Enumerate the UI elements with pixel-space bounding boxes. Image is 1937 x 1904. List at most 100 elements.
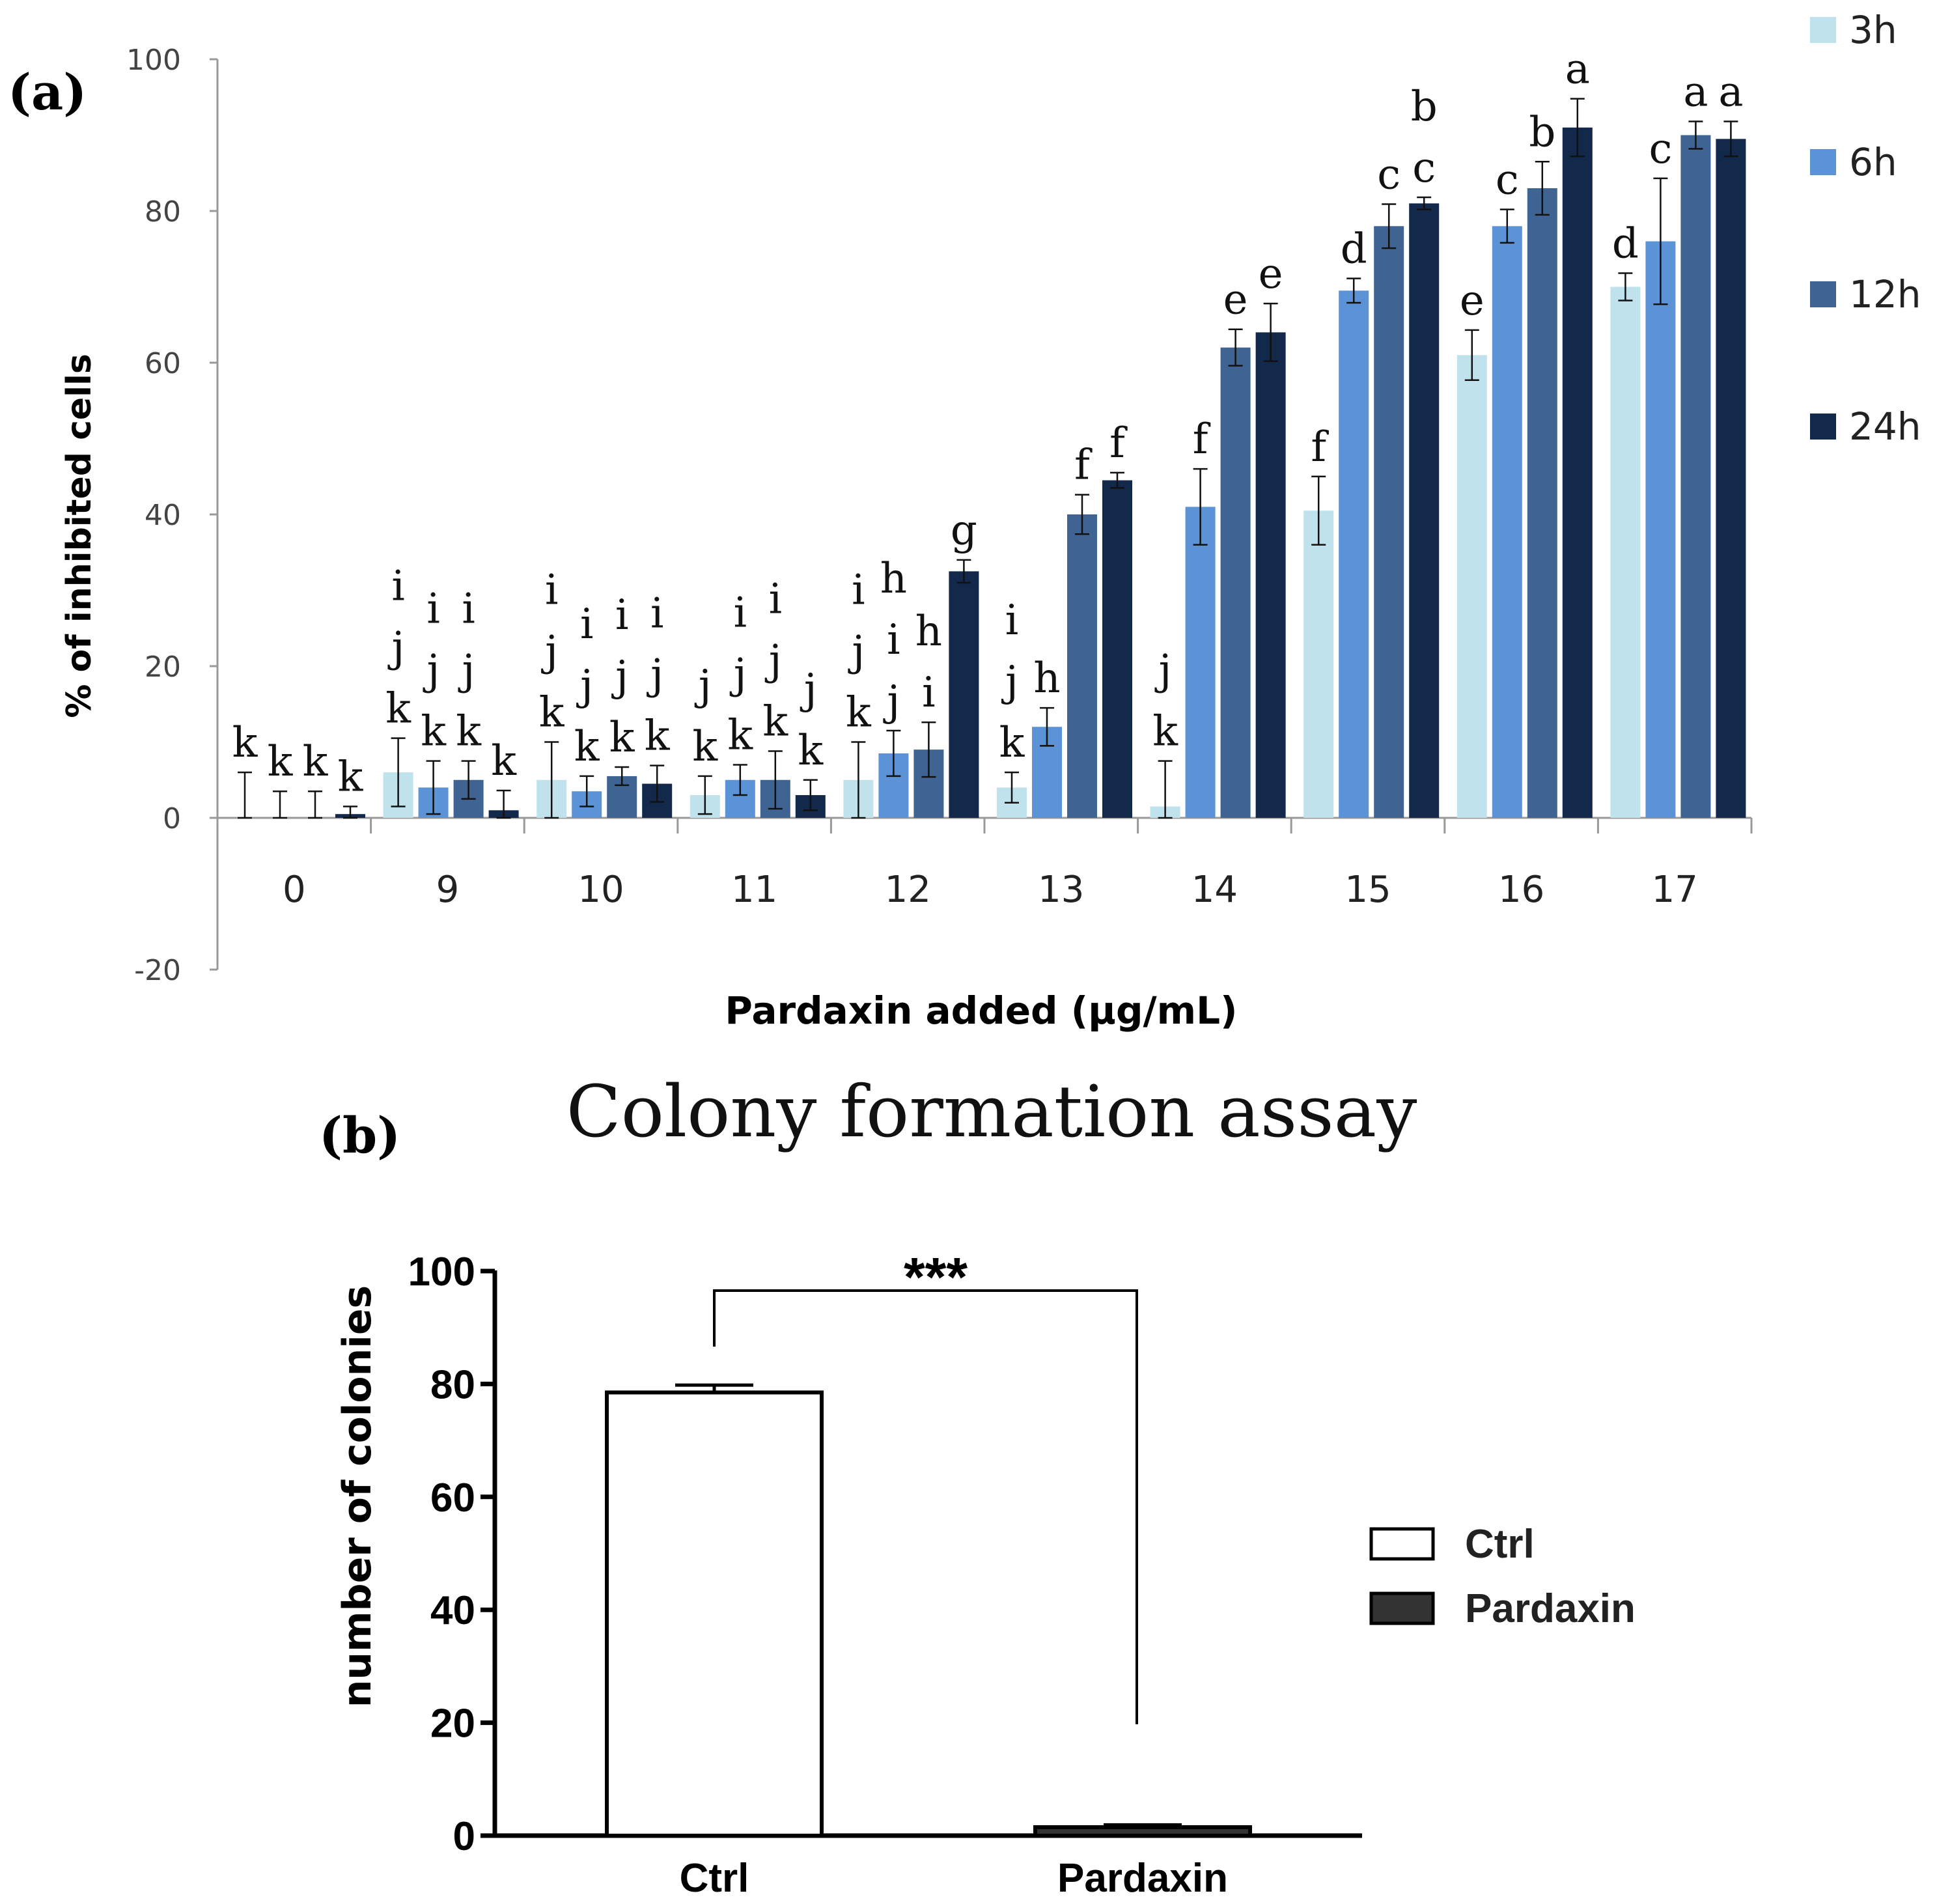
panel-a-x-axis-title: Pardaxin added (μg/mL) — [725, 988, 1237, 1033]
bar-24h — [1562, 127, 1593, 819]
panel-b-label: (b) — [319, 1106, 400, 1164]
bar-6h — [1339, 290, 1369, 818]
significance-letter: e — [1460, 277, 1484, 325]
significance-letter: a — [1718, 68, 1743, 117]
y-tick-label: 0 — [453, 1814, 475, 1859]
bar-6h — [1185, 507, 1216, 818]
significance-letter: i — [1005, 596, 1018, 645]
bracket-line — [713, 1289, 1138, 1724]
bar-12h — [1374, 226, 1404, 818]
legend-label-24h: 24h — [1849, 404, 1921, 449]
category-label: 16 — [1498, 869, 1544, 911]
y-tick-label: 80 — [430, 1362, 475, 1407]
bar-24h — [1409, 203, 1440, 819]
significance-letter: j — [800, 665, 817, 714]
panel-a-y-axis-title: % of inhibited cells — [60, 354, 99, 718]
legend-label-12h: 12h — [1849, 272, 1921, 316]
significance-letter: e — [1259, 250, 1283, 298]
panel-a-y-axis: 100 80 60 40 20 0 -20 — [126, 44, 217, 987]
y-tick-label: 80 — [145, 195, 181, 229]
category-label: Ctrl — [680, 1856, 749, 1901]
significance-letter: k — [338, 753, 364, 802]
significance-letter: f — [1109, 419, 1128, 468]
significance-letter: c — [1377, 151, 1400, 199]
legend-label-3h: 3h — [1849, 8, 1897, 52]
significance-letter: i — [426, 585, 439, 634]
significance-letter: j — [1001, 658, 1018, 706]
significance-letter: j — [882, 677, 900, 725]
significance-letter: j — [540, 628, 558, 676]
significance-letter: k — [999, 719, 1025, 767]
significance-letter: i — [887, 616, 900, 664]
significance-letter: j — [694, 662, 712, 710]
panel-a-x-axis — [216, 817, 1753, 833]
category-label: 17 — [1652, 869, 1698, 911]
significance-letter: f — [1311, 423, 1329, 471]
y-tick-label: 60 — [430, 1476, 475, 1520]
category-label: 9 — [436, 869, 460, 911]
legend-swatch-ctrl — [1369, 1527, 1435, 1561]
significance-letter: h — [880, 555, 907, 603]
significance-letter: a — [1565, 46, 1590, 94]
bar-ctrl — [605, 1390, 824, 1838]
y-tick-label: 20 — [145, 651, 181, 684]
significance-letter: i — [391, 563, 404, 611]
legend-swatch-6h — [1810, 149, 1836, 175]
panel-a-label: (a) — [8, 63, 87, 121]
significance-letter: k — [645, 712, 671, 761]
significance-letter: k — [539, 689, 565, 737]
y-tick-label: 60 — [145, 347, 181, 380]
category-label: 10 — [578, 869, 624, 911]
significance-letter: k — [232, 719, 258, 767]
significance-letter: d — [1341, 225, 1367, 273]
bar-24h — [1255, 332, 1286, 818]
significance-letter: c — [1412, 144, 1436, 192]
panel-a-category-labels: 0 9 10 11 12 13 14 15 16 17 — [283, 869, 1698, 911]
y-tick-label: 100 — [126, 44, 181, 77]
bar-pardaxin — [1033, 1825, 1252, 1838]
category-label: 13 — [1038, 869, 1084, 911]
significance-letter: d — [1612, 220, 1639, 268]
panel-b-chart: (b) Colony formation assay number of col… — [319, 1070, 1636, 1901]
bar-6h — [1645, 241, 1676, 819]
bar-24h — [949, 571, 979, 818]
significance-letter: j — [576, 662, 593, 710]
significance-letter: a — [1683, 68, 1708, 117]
panel-a-legend: 3h 6h 12h 24h — [1810, 8, 1921, 449]
significance-letter: k — [385, 685, 411, 733]
significance-letter: k — [609, 714, 635, 762]
significance-letter: b — [1529, 108, 1555, 156]
y-tick-label: -20 — [134, 954, 181, 987]
bar-3h — [1303, 511, 1334, 818]
significance-letter: k — [421, 708, 447, 756]
category-label: 11 — [731, 869, 777, 911]
significance-letter: k — [456, 708, 482, 756]
significance-letter: b — [1411, 83, 1438, 131]
bar-12h — [1527, 188, 1557, 818]
panel-a-bars: k k k kijkijkijkkijkijkijkijkjkijkijkjkijkh… — [232, 46, 1746, 819]
significance-letter: c — [1649, 125, 1672, 173]
significance-letter: j — [1154, 647, 1172, 695]
significance-letter: j — [387, 624, 405, 672]
category-label: Pardaxin — [1057, 1856, 1228, 1901]
significance-letter: j — [847, 628, 865, 676]
significance-letter: k — [727, 711, 753, 759]
panel-b-legend: Ctrl Pardaxin — [1369, 1522, 1636, 1631]
legend-swatch-3h — [1810, 17, 1836, 43]
significance-letter: j — [423, 647, 440, 695]
legend-label-pardaxin: Pardaxin — [1465, 1586, 1636, 1631]
bar-3h — [1456, 355, 1487, 818]
significance-letter: h — [915, 608, 942, 656]
panel-b-bars: Ctrl Pardaxin — [605, 1383, 1252, 1901]
significance-letter: g — [951, 507, 977, 555]
y-tick-label: 40 — [145, 499, 181, 532]
significance-letter: k — [303, 738, 329, 786]
significance-letter: k — [268, 738, 294, 786]
legend-label-ctrl: Ctrl — [1465, 1522, 1535, 1567]
significance-letter: f — [1193, 415, 1211, 464]
panel-b-y-axis-title: number of colonies — [335, 1285, 380, 1708]
legend-swatch-pardaxin — [1369, 1591, 1435, 1625]
bar-24h — [1716, 139, 1746, 819]
